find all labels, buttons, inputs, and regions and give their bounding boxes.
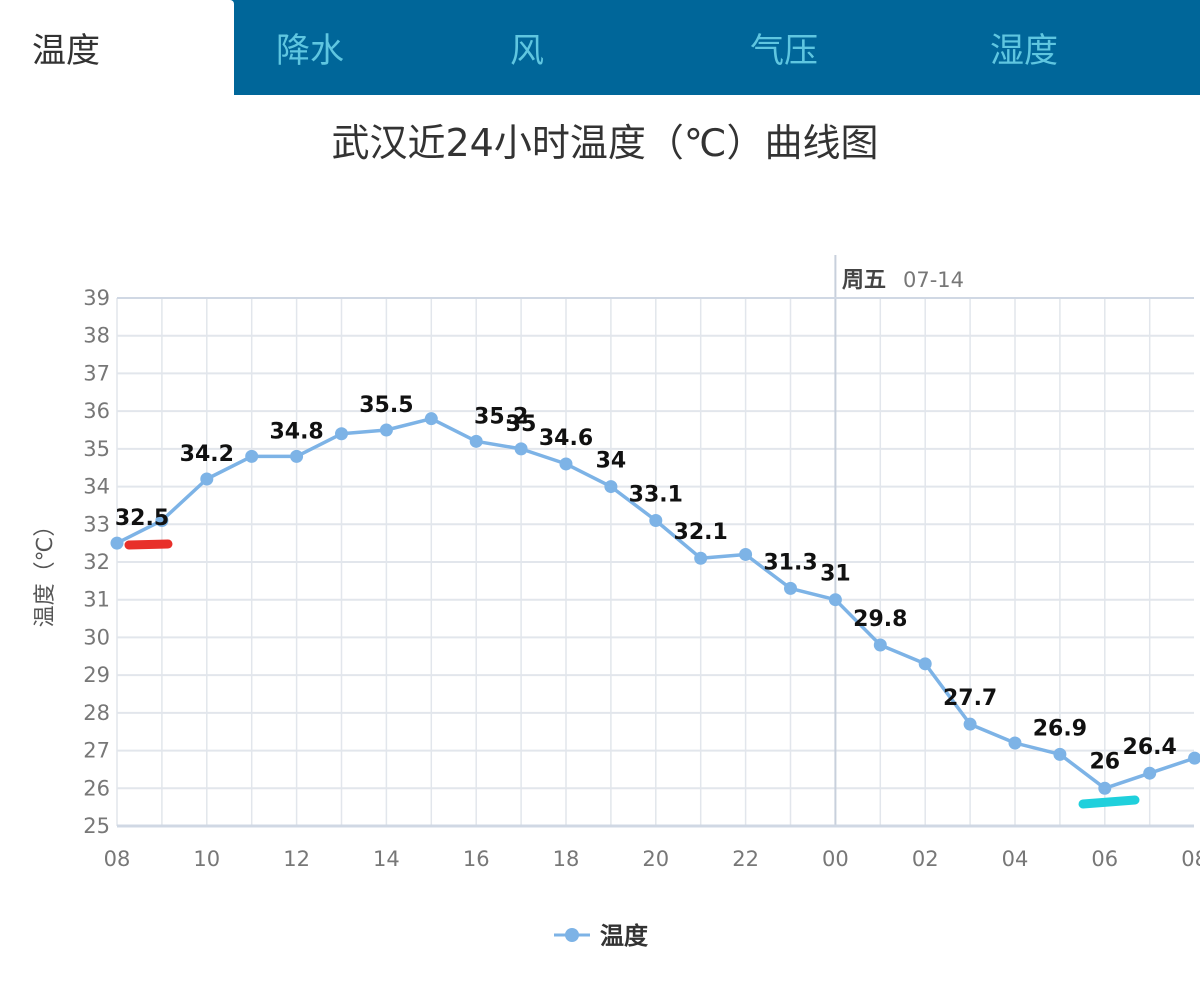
data-label: 32.5 <box>115 506 169 531</box>
temperature-point <box>514 442 528 456</box>
y-tick-label: 29 <box>83 663 110 687</box>
data-label: 33.1 <box>629 483 683 508</box>
data-label: 34.8 <box>269 419 323 444</box>
y-tick-label: 39 <box>83 286 110 310</box>
x-tick-label: 18 <box>553 847 580 871</box>
highlight-layer <box>124 539 1140 809</box>
data-label: 32.1 <box>674 520 728 545</box>
temperature-point <box>1143 766 1157 780</box>
temperature-point <box>200 472 214 486</box>
y-tick-label: 31 <box>83 588 110 612</box>
temperature-point <box>559 457 573 471</box>
y-tick-label: 27 <box>83 739 110 763</box>
x-tick-label: 04 <box>1002 847 1029 871</box>
temperature-point <box>469 434 483 448</box>
y-axis-label: 温度（℃） <box>33 515 58 628</box>
tab-wind[interactable]: 风 <box>510 31 544 71</box>
temperature-point <box>694 551 708 565</box>
temperature-point <box>1098 781 1112 795</box>
data-label: 35 <box>506 412 537 437</box>
data-label: 31 <box>820 562 851 587</box>
temperature-point <box>379 423 393 437</box>
y-tick-label: 38 <box>83 324 110 348</box>
x-tick-label: 20 <box>642 847 669 871</box>
y-tick-label: 30 <box>83 625 110 649</box>
x-tick-label: 14 <box>373 847 400 871</box>
temperature-point <box>739 547 753 561</box>
tab-humidity[interactable]: 湿度 <box>990 31 1058 71</box>
temperature-point <box>245 449 259 463</box>
x-tick-label: 12 <box>283 847 310 871</box>
day-marker: 周五 07-14 <box>842 268 964 293</box>
x-tick-label: 00 <box>822 847 849 871</box>
red-highlight-stroke <box>124 539 173 550</box>
data-label: 34 <box>596 449 627 474</box>
data-label: 26.4 <box>1123 735 1177 760</box>
data-label: 34.2 <box>180 442 234 467</box>
data-label: 27.7 <box>943 686 997 711</box>
x-tick-label: 02 <box>912 847 939 871</box>
temperature-point <box>1188 751 1200 765</box>
temperature-point <box>604 480 618 494</box>
temperature-point <box>784 581 797 595</box>
tab-pressure[interactable]: 气压 <box>750 31 818 71</box>
data-label: 35.2 <box>474 404 528 429</box>
data-label: 26 <box>1089 749 1120 774</box>
temperature-point <box>963 717 977 731</box>
temperature-point <box>1053 747 1067 761</box>
tab-precipitation[interactable]: 降水 <box>276 31 344 71</box>
legend-dot-icon <box>565 928 579 942</box>
y-tick-label: 36 <box>83 399 110 423</box>
x-tick-label: 10 <box>193 847 220 871</box>
axis-layer: 25 26 27 28 29 30 31 32 33 34 35 36 37 38 39 08 10 12 14 16… <box>83 255 1200 871</box>
data-label: 26.9 <box>1033 716 1087 741</box>
temperature-point <box>828 593 842 607</box>
cyan-highlight-stroke <box>1078 795 1140 809</box>
y-tick-label: 26 <box>83 776 110 800</box>
x-tick-label: 06 <box>1091 847 1118 871</box>
tab-temperature[interactable]: 温度 <box>0 0 234 95</box>
temperature-point <box>110 536 124 550</box>
temperature-point <box>424 412 438 426</box>
y-tick-label: 28 <box>83 701 110 725</box>
temperature-point <box>290 449 304 463</box>
y-tick-label: 33 <box>83 512 110 536</box>
temperature-point <box>1008 736 1022 750</box>
y-tick-label: 37 <box>83 361 110 385</box>
y-tick-label: 34 <box>83 475 110 499</box>
day-marker-weekday: 周五 <box>842 268 886 293</box>
y-tick-label: 32 <box>83 550 110 574</box>
temperature-point <box>873 638 887 652</box>
data-label: 31.3 <box>763 550 817 575</box>
x-tick-label: 16 <box>463 847 490 871</box>
temperature-point <box>649 514 663 528</box>
data-label: 29.8 <box>853 607 907 632</box>
legend[interactable]: 温度 <box>554 922 649 950</box>
y-tick-label: 25 <box>83 814 110 838</box>
y-tick-label: 35 <box>83 437 110 461</box>
temperature-point <box>155 514 169 528</box>
x-tick-label: 08 <box>104 847 131 871</box>
series-layer <box>110 412 1200 795</box>
data-label: 35.5 <box>359 393 413 418</box>
day-marker-date: 07-14 <box>903 268 964 292</box>
temperature-point <box>918 657 932 671</box>
legend-label: 温度 <box>600 922 649 950</box>
tab-bar: 温度 降水 风 气压 湿度 <box>0 0 1200 95</box>
data-label: 34.6 <box>539 426 593 451</box>
x-tick-label: 08 <box>1181 847 1200 871</box>
temperature-point <box>335 427 348 441</box>
x-tick-label: 22 <box>732 847 759 871</box>
chart-title: 武汉近24小时温度（℃）曲线图 <box>331 121 879 165</box>
